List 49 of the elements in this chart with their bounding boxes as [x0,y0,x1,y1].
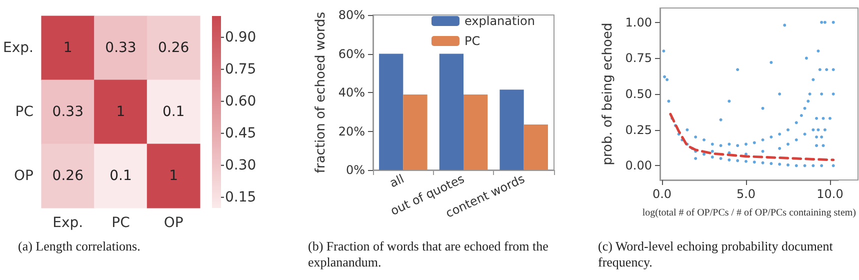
x-tick-label: 0.0 [652,187,672,201]
color-bar-label: 0.30 [225,157,256,174]
x-tick-label: OP [164,215,184,231]
y-tick-label: 80% [338,8,365,22]
x-tick-label: all [388,172,406,190]
data-label: 1 [63,40,72,56]
y-tick-label: 0.25 [625,122,652,137]
data-label: 0.26 [158,40,190,56]
text: (c) Word-level echoing probability document frequency. [598,238,836,270]
text: (b) Fraction of words that are echoed from the explanandum. [308,238,552,270]
y-tick-label: 0.75 [625,51,652,66]
x-tick-label: Exp. [52,215,84,231]
y-axis-title: prob. of being echoed [600,22,616,166]
data-label: 0.1 [110,168,132,184]
color-bar-label: 0.75 [225,61,256,78]
color-bar-label: 0.90 [225,29,256,46]
text: (a) Length correlations. [18,238,140,254]
data-label: 0.1 [162,104,185,120]
bar [403,94,428,170]
legend-label: PC [464,34,480,48]
x-axis-title: log(total # of OP/PCs / # of OP/PCs containing stem) [642,208,856,218]
data-label: 0.33 [105,40,136,56]
x-tick-label: 5.0 [736,187,756,201]
y-tick-label: 1.00 [625,15,652,30]
y-tick-label: 40% [338,86,365,100]
bar [464,94,488,170]
y-tick-label: 20% [338,124,365,138]
data-label: 0.26 [52,168,84,184]
color-bar-label: 0.60 [225,93,256,110]
data-label: 0.33 [52,104,84,120]
x-tick-label: PC [112,215,130,231]
y-axis-title: fraction of echoed words [313,12,328,174]
bar [439,54,464,170]
y-tick-label: PC [15,104,34,120]
y-tick-label: 0.50 [625,87,652,101]
bar [524,124,548,170]
data-label: 1 [116,104,126,120]
bar [379,54,404,170]
y-tick-label: Exp. [3,40,34,56]
data-label: 1 [169,168,178,184]
color-bar-label: 0.45 [225,125,256,142]
legend-label: explanation [464,14,536,28]
x-tick-label: 10.0 [816,187,844,201]
y-tick-label: 0% [346,163,365,177]
color-bar-label: 0.15 [225,189,256,206]
y-tick-label: 60% [338,46,365,61]
line-series [669,112,835,162]
bar [500,90,524,170]
y-tick-label: 0.00 [625,158,652,173]
